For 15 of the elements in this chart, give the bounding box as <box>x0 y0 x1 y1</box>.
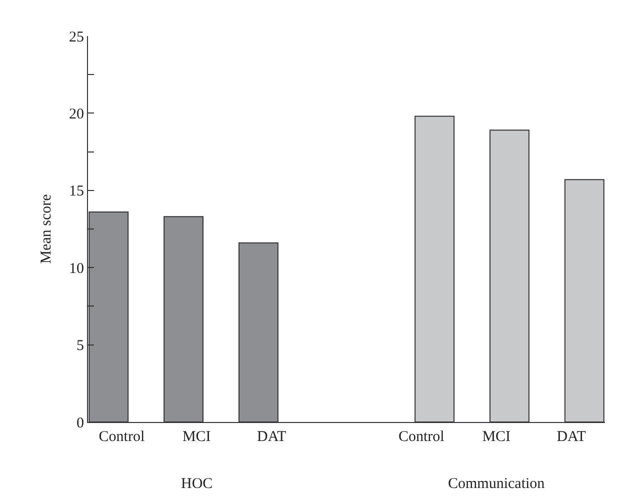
x-tick-label: Control <box>398 429 444 445</box>
y-tick-label: 25 <box>69 29 84 46</box>
y-axis-title: Mean score <box>38 194 54 264</box>
x-tick-label: DAT <box>556 429 586 445</box>
y-tick-label: 10 <box>69 260 84 277</box>
y-tick-label: 5 <box>76 338 84 354</box>
x-tick-label: MCI <box>182 429 211 445</box>
text: HOC <box>181 476 213 492</box>
x-tick-label: MCI <box>482 429 511 445</box>
y-tick-label: 20 <box>69 106 84 122</box>
y-tick-label: 15 <box>69 184 84 200</box>
text: Communication <box>448 476 546 492</box>
x-tick-label: Control <box>98 429 145 445</box>
x-tick-label: DAT <box>256 429 286 445</box>
y-tick-label: 0 <box>76 415 84 432</box>
